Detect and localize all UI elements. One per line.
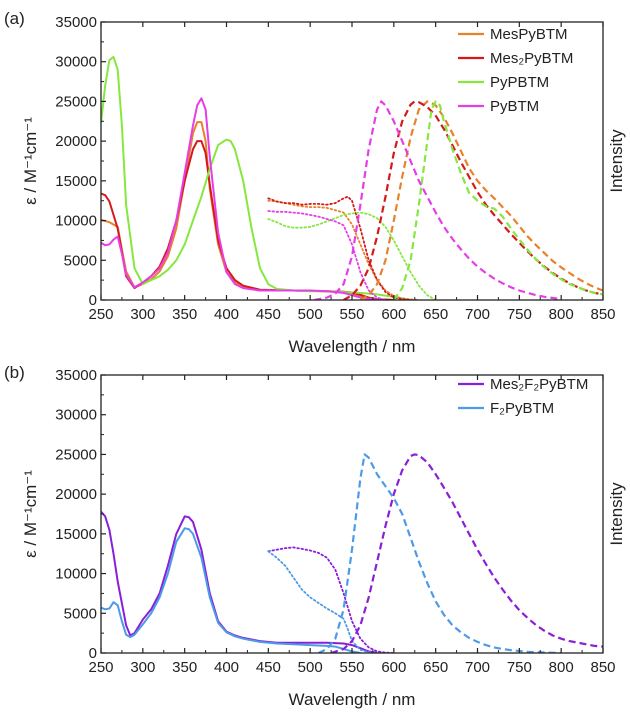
panel-label: (a)	[4, 9, 25, 28]
y-tick-label: 5000	[64, 605, 97, 622]
x-tick-label: 450	[256, 659, 281, 676]
legend-label: Mes₂F₂PyBTM	[490, 376, 588, 393]
y-tick-label: 15000	[55, 173, 97, 190]
x-tick-label: 300	[130, 659, 155, 676]
legend: Mes₂F₂PyBTM F₂PyBTM	[458, 376, 588, 417]
y-tick-label: 30000	[55, 407, 97, 424]
series-line-emission	[359, 100, 603, 300]
x-tick-label: 550	[339, 659, 364, 676]
y-axis-label-right: Intensity	[607, 482, 626, 546]
y-tick-label: 30000	[55, 54, 97, 71]
x-tick-label: 750	[507, 659, 532, 676]
x-tick-label: 250	[88, 306, 113, 323]
x-tick-label: 250	[88, 659, 113, 676]
legend-label: MesPyBTM	[490, 26, 568, 43]
x-tick-label: 350	[172, 659, 197, 676]
x-tick-label: 550	[339, 306, 364, 323]
y-tick-label: 35000	[55, 367, 97, 384]
y-axis-label-left: ε / M⁻¹cm⁻¹	[21, 117, 40, 205]
y-tick-label: 20000	[55, 133, 97, 150]
x-axis-label: Wavelength / nm	[289, 690, 416, 709]
x-axis-label: Wavelength / nm	[289, 337, 416, 356]
panel-b: 250 300 350 400 450 500 550 600 650 700 750 800 850 0…	[4, 363, 626, 709]
series-line-emission	[330, 453, 603, 653]
x-tick-label: 850	[590, 659, 615, 676]
x-tick-label: 450	[256, 306, 281, 323]
series-line-emission	[314, 100, 562, 300]
y-tick-label: 25000	[55, 446, 97, 463]
x-tick-label: 400	[214, 659, 239, 676]
legend-label: F₂PyBTM	[490, 400, 554, 417]
x-tick-label: 650	[423, 659, 448, 676]
series-line-absorption	[101, 527, 361, 653]
legend-label: PyPBTM	[490, 74, 549, 91]
y-tick-label: 10000	[55, 566, 97, 583]
y-tick-label: 5000	[64, 252, 97, 269]
x-tick-label: 300	[130, 306, 155, 323]
x-tick-label: 400	[214, 306, 239, 323]
series-line-emission	[343, 100, 603, 300]
y-tick-label: 25000	[55, 93, 97, 110]
x-tick-label: 700	[465, 306, 490, 323]
series-line-absorption-vis	[267, 199, 420, 300]
series-group	[101, 55, 603, 300]
panel-a: 250 300 350 400 450 500 550 600 650 700 750 800 850 0…	[4, 9, 626, 356]
y-tick-label: 35000	[55, 14, 97, 31]
series-group	[101, 453, 603, 653]
series-line-emission	[318, 453, 562, 653]
y-tick-label: 15000	[55, 526, 97, 543]
x-tick-label: 800	[549, 306, 574, 323]
x-tick-label: 500	[298, 306, 323, 323]
legend-label: Mes₂PyBTM	[490, 50, 573, 67]
x-tick-label: 650	[423, 306, 448, 323]
y-tick-label: 0	[89, 645, 97, 662]
y-axis-label-right: Intensity	[607, 129, 626, 193]
x-tick-label: 350	[172, 306, 197, 323]
series-line-absorption-vis	[267, 195, 412, 300]
series-line-absorption-vis	[267, 550, 378, 653]
y-tick-label: 20000	[55, 486, 97, 503]
x-tick-label: 600	[381, 659, 406, 676]
series-line-absorption	[101, 55, 411, 300]
legend-label: PyBTM	[490, 98, 539, 115]
panel-label: (b)	[4, 363, 25, 382]
x-tick-label: 600	[381, 306, 406, 323]
legend: MesPyBTM Mes₂PyBTM PyPBTM PyBTM	[458, 26, 573, 115]
series-line-emission	[392, 100, 603, 300]
y-axis-label-left: ε / M⁻¹cm⁻¹	[21, 470, 40, 558]
series-line-absorption-vis	[267, 546, 395, 653]
x-tick-label: 750	[507, 306, 532, 323]
y-tick-label: 0	[89, 292, 97, 309]
series-line-absorption	[101, 121, 394, 300]
series-line-absorption	[101, 510, 378, 653]
x-tick-label: 800	[549, 659, 574, 676]
series-line-absorption-vis	[267, 210, 387, 300]
series-line-absorption	[101, 140, 394, 300]
y-tick-label: 10000	[55, 213, 97, 230]
x-tick-label: 500	[298, 659, 323, 676]
x-tick-label: 850	[590, 306, 615, 323]
x-tick-label: 700	[465, 659, 490, 676]
